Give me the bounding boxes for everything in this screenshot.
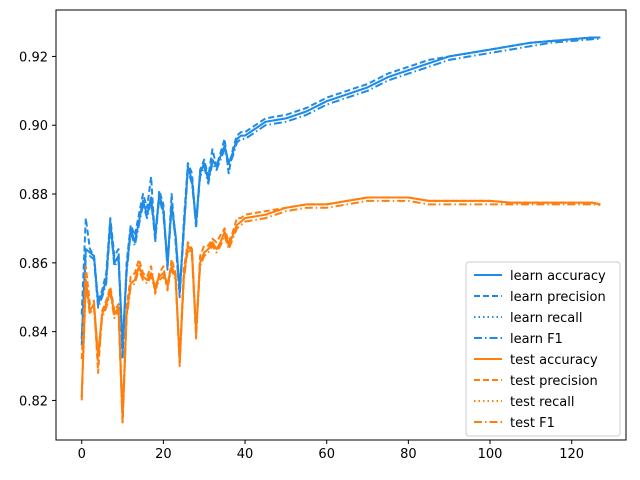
legend-label-4: test accuracy xyxy=(510,353,598,368)
legend-label-1: learn precision xyxy=(510,290,606,305)
series-line-7 xyxy=(80,199,601,426)
x-tick-label-1: 20 xyxy=(155,447,172,462)
legend-label-5: test precision xyxy=(510,374,598,389)
legend-label-6: test recall xyxy=(510,395,575,410)
legend-label-3: learn F1 xyxy=(510,332,563,347)
x-tick-label-5: 100 xyxy=(478,447,503,462)
legend-label-0: learn accuracy xyxy=(510,269,606,284)
legend-label-7: test F1 xyxy=(510,416,555,431)
x-axis: 0 20 40 60 80 100 120 xyxy=(78,440,584,462)
x-tick-label-6: 120 xyxy=(559,447,584,462)
series-line-3 xyxy=(80,37,601,354)
legend: learn accuracy learn precision learn recal… xyxy=(465,261,621,437)
x-tick-label-3: 60 xyxy=(318,447,335,462)
y-tick-label-3: 0.88 xyxy=(19,188,48,203)
y-tick-label-2: 0.86 xyxy=(19,257,48,272)
y-tick-label-0: 0.82 xyxy=(19,394,48,409)
y-tick-label-5: 0.92 xyxy=(19,50,48,65)
x-tick-label-0: 0 xyxy=(78,447,86,462)
y-tick-label-4: 0.90 xyxy=(19,119,48,134)
x-tick-label-4: 80 xyxy=(400,447,417,462)
legend-label-2: learn recall xyxy=(510,311,582,326)
y-axis: 0.82 0.84 0.86 0.88 0.90 0.92 xyxy=(19,50,56,409)
x-tick-label-2: 40 xyxy=(237,447,254,462)
series-line-1 xyxy=(80,36,601,361)
y-tick-label-1: 0.84 xyxy=(19,326,48,341)
series-layer xyxy=(80,36,601,426)
series-line-5 xyxy=(80,196,601,423)
legend-box xyxy=(465,261,621,437)
plot-frame xyxy=(55,9,627,441)
